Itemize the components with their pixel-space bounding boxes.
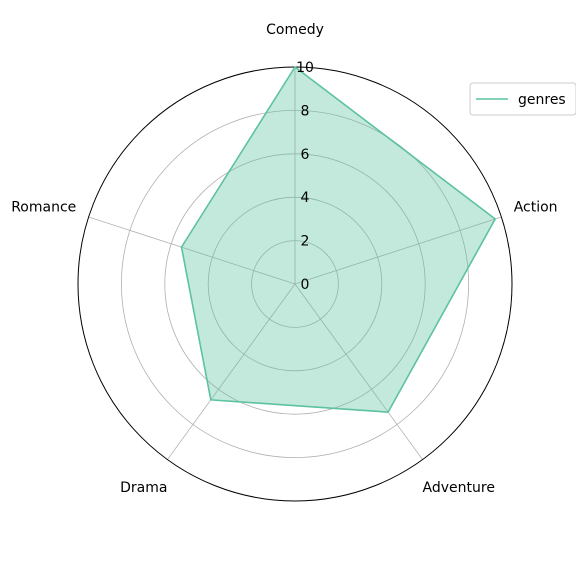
- radar-labels: 0 2 4 6 8 10 Comedy Action Adventure Drama Romance: [11, 22, 557, 496]
- r-tick-label-10: 10: [296, 60, 314, 76]
- category-label-adventure: Adventure: [423, 480, 495, 496]
- legend-entry-genres: genres: [518, 92, 566, 108]
- category-label-action: Action: [514, 199, 558, 215]
- spoke-romance: [88, 216, 296, 285]
- spoke-action: [294, 216, 502, 285]
- category-label-drama: Drama: [120, 480, 167, 496]
- r-tick-label-2: 2: [301, 234, 310, 250]
- radar-data: [180, 66, 496, 413]
- r-tick-label-0: 0: [301, 277, 310, 293]
- series-fill-genres: [181, 67, 496, 413]
- r-tick-label-4: 4: [301, 190, 310, 206]
- category-label-romance: Romance: [11, 199, 76, 215]
- series-line-genres: [180, 66, 496, 413]
- r-tick-label-8: 8: [301, 103, 310, 119]
- spoke-drama: [167, 283, 296, 460]
- legend-box: [469, 82, 576, 116]
- r-tick-label-6: 6: [301, 147, 310, 163]
- spoke-adventure: [294, 283, 423, 460]
- legend: genres: [469, 82, 576, 116]
- category-label-comedy: Comedy: [266, 22, 324, 38]
